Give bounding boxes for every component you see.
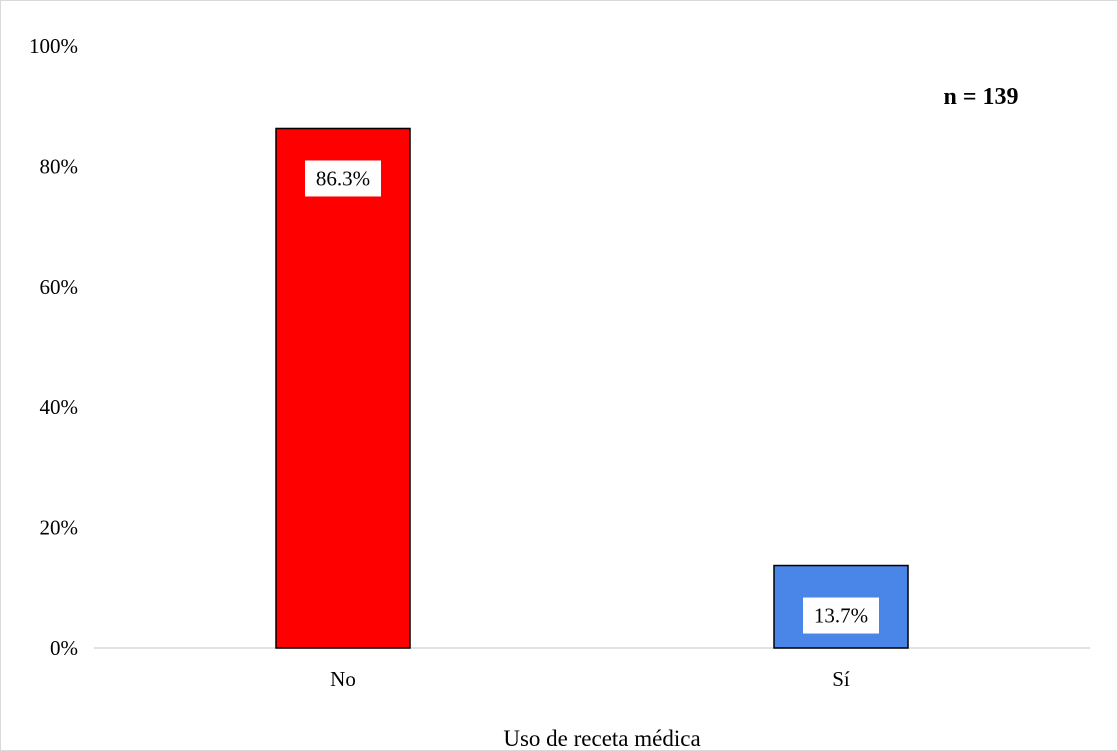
data-label: 13.7% — [814, 604, 868, 628]
y-tick-label: 80% — [40, 154, 79, 178]
sample-size-annotation: n = 139 — [943, 84, 1018, 110]
data-label-box — [803, 597, 879, 634]
x-axis-categories: No Sí — [330, 667, 850, 691]
x-category-label: Sí — [832, 667, 850, 691]
y-tick-label: 0% — [50, 636, 78, 660]
y-tick-label: 100% — [29, 34, 78, 58]
data-label-box — [305, 160, 381, 197]
y-tick-label: 40% — [40, 395, 79, 419]
x-category-label: No — [330, 667, 356, 691]
y-tick-label: 60% — [40, 275, 79, 299]
x-axis-title: Uso de receta médica — [503, 726, 700, 751]
bar-no — [275, 127, 411, 649]
data-label: 86.3% — [316, 166, 370, 190]
y-tick-label: 20% — [40, 516, 79, 540]
bars: 86.3% 13.7% — [275, 127, 909, 649]
y-axis-ticks: 0% 20% 40% 60% 80% 100% — [29, 34, 78, 660]
